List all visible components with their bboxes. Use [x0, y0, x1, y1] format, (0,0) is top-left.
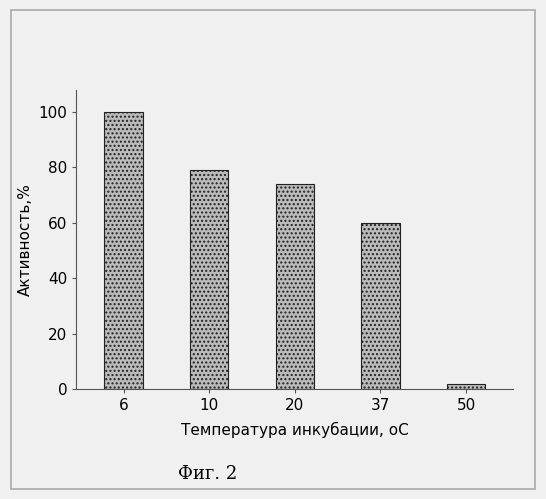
- Bar: [447, 384, 485, 389]
- Text: Фиг. 2: Фиг. 2: [178, 465, 237, 483]
- X-axis label: Температура инкубации, оС: Температура инкубации, оС: [181, 422, 409, 438]
- Bar: [276, 184, 314, 389]
- Bar: [190, 170, 228, 389]
- Y-axis label: Активность,%: Активность,%: [18, 183, 33, 296]
- Bar: [104, 112, 143, 389]
- Bar: [361, 223, 400, 389]
